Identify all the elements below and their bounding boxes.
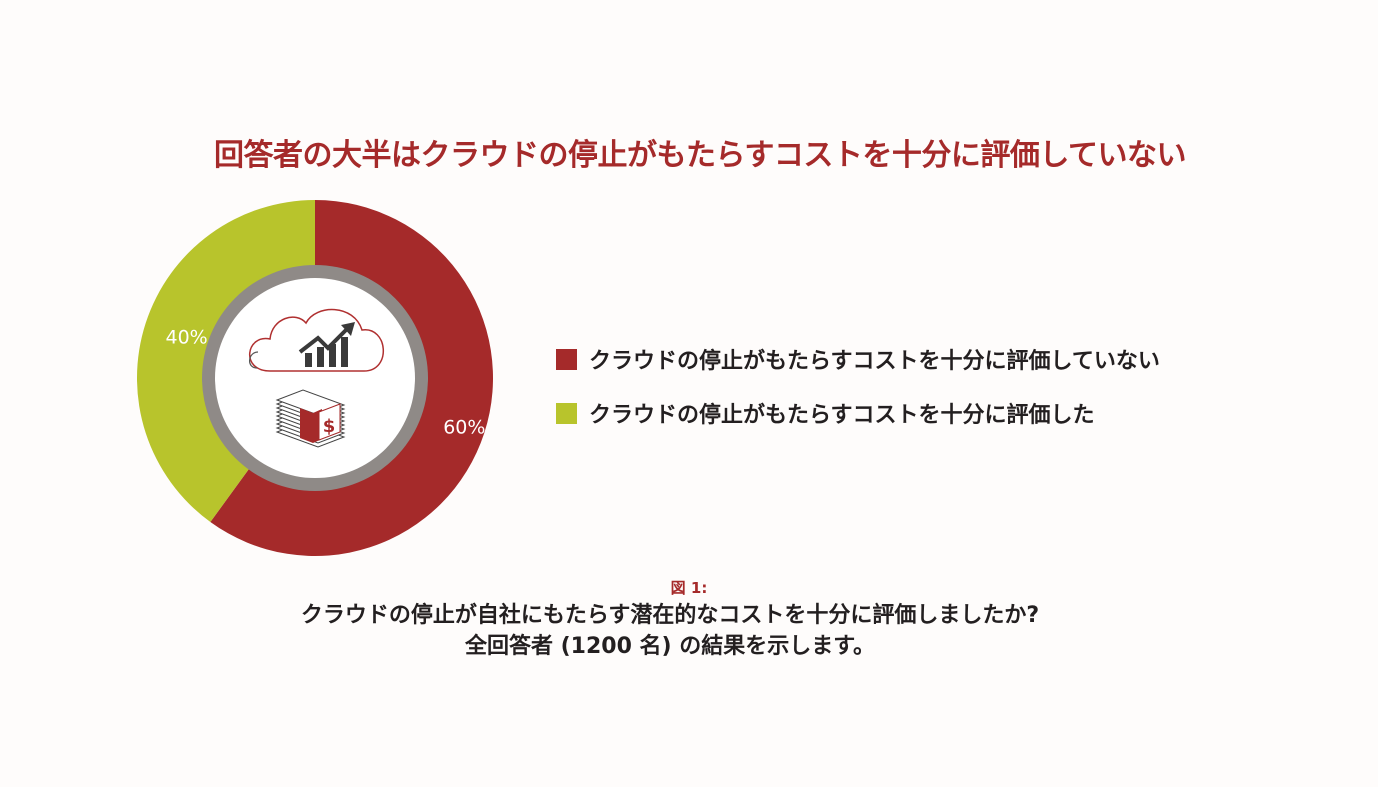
chart-title: 回答者の大半はクラウドの停止がもたらすコストを十分に評価していない: [214, 138, 1187, 173]
caption-line-1: クラウドの停止が自社にもたらす潜在的なコストを十分に評価しましたか?: [300, 603, 1040, 628]
inner-disc: [215, 278, 415, 478]
pct-label-not-assessed: 60%: [443, 417, 485, 439]
donut-chart: $ 60% 40%: [136, 200, 494, 556]
figure-caption: クラウドの停止が自社にもたらす潜在的なコストを十分に評価しましたか? 全回答者 …: [0, 600, 1340, 662]
pct-label-assessed: 40%: [165, 326, 207, 348]
cloud-growth-chart-icon: [249, 308, 384, 372]
svg-text:$: $: [323, 416, 336, 437]
legend: クラウドの停止がもたらすコストを十分に評価していない クラウドの停止がもたらすコ…: [556, 343, 1160, 451]
legend-label-not-assessed: クラウドの停止がもたらすコストを十分に評価していない: [589, 349, 1160, 374]
legend-swatch-assessed: [556, 402, 577, 424]
money-stack-icon: $: [275, 389, 346, 448]
caption-line-2: 全回答者 (1200 名) の結果を示します。: [464, 634, 876, 659]
legend-label-assessed: クラウドの停止がもたらすコストを十分に評価した: [589, 403, 1095, 428]
legend-item-not-assessed: クラウドの停止がもたらすコストを十分に評価していない: [556, 343, 1160, 375]
figure-label: 図 1:: [670, 579, 708, 597]
legend-swatch-not-assessed: [556, 348, 577, 370]
legend-item-assessed: クラウドの停止がもたらすコストを十分に評価した: [556, 397, 1160, 429]
